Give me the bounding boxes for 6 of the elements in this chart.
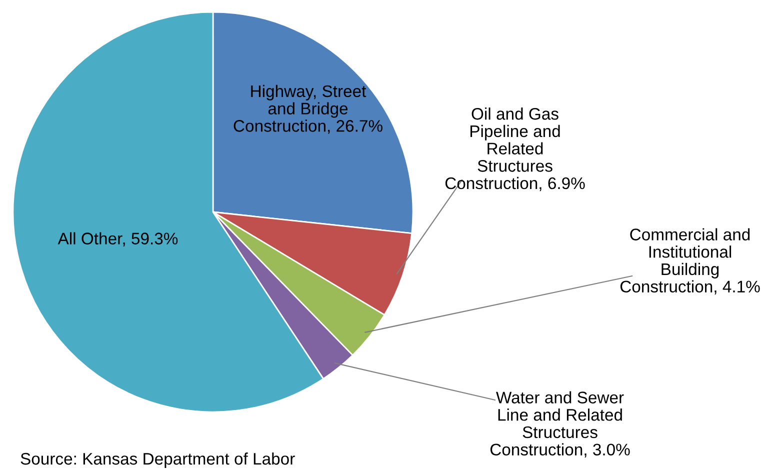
slice-label: Commercial and Institutional Building Construction, 4.1% xyxy=(620,228,760,294)
slice-label: All Other, 59.3% xyxy=(58,232,178,246)
source-note: Source: Kansas Department of Labor xyxy=(20,452,295,468)
slice-label: Water and Sewer Line and Related Structures Construction, 3.0% xyxy=(490,391,630,458)
slice-label: Oil and Gas Pipeline and Related Structures Construction, 6.9% xyxy=(445,108,585,192)
slice-label: Highway, Street and Bridge Construction, 26.7% xyxy=(234,84,382,134)
